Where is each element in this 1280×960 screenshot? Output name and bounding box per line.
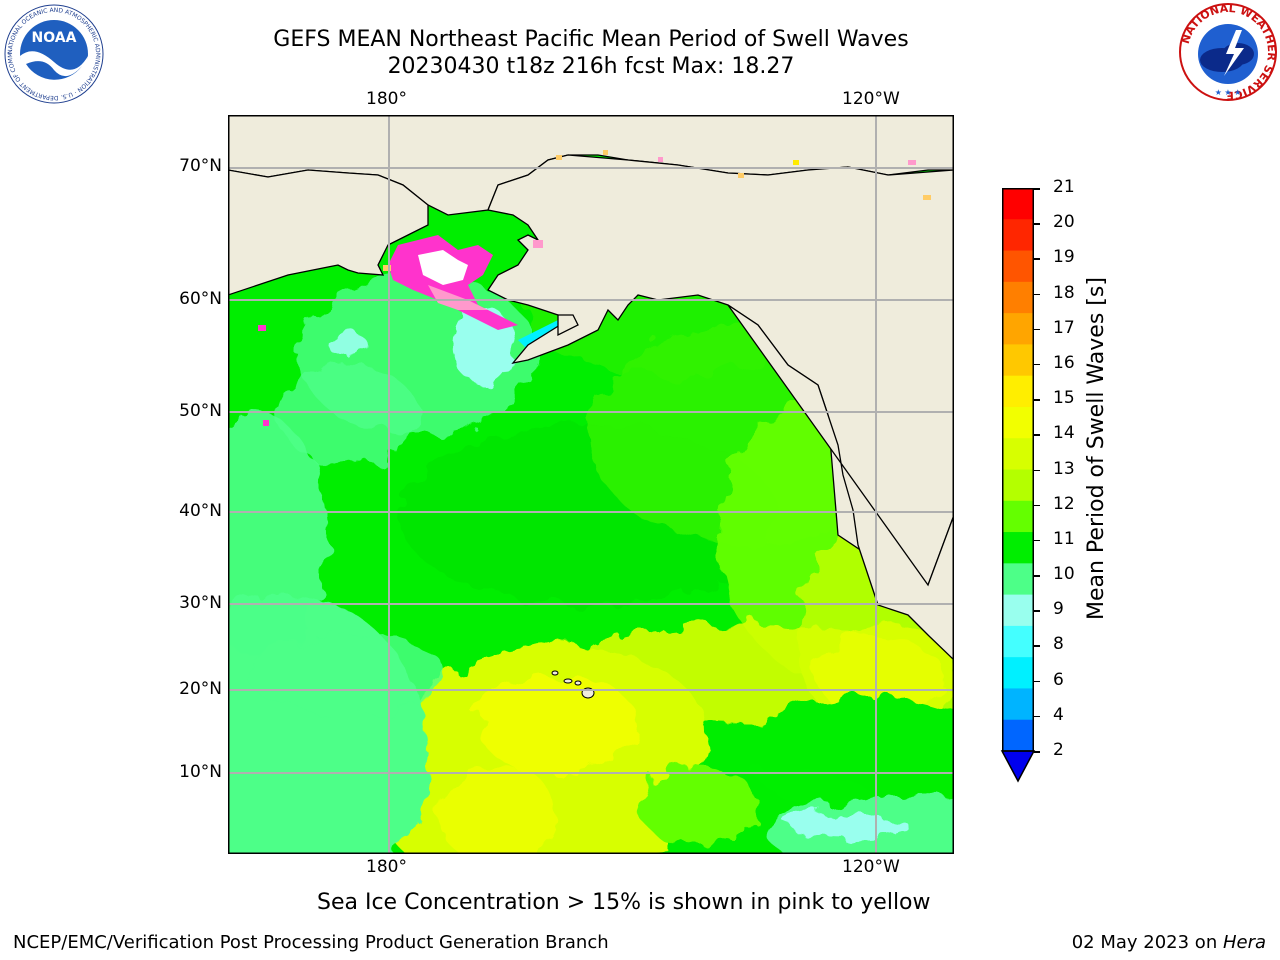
- sea-ice-note: Sea Ice Concentration > 15% is shown in …: [317, 890, 931, 915]
- lon-label-bottom-180: 180°: [366, 857, 407, 877]
- lat-label-40n: 40°N: [179, 501, 222, 521]
- lon-label-top-120w: 120°W: [842, 89, 900, 109]
- lat-label-70n: 70°N: [179, 156, 222, 176]
- colorbar-tick-mark: [1034, 328, 1040, 331]
- colorbar-label-wrap: Mean Period of Swell Waves [s]: [947, 277, 1247, 620]
- colorbar-tick-label: 11: [1053, 528, 1075, 549]
- colorbar-band: [1002, 344, 1034, 377]
- colorbar-tick-label: 14: [1053, 423, 1075, 444]
- colorbar-tick-label: 10: [1053, 564, 1075, 585]
- lat-label-20n: 20°N: [179, 679, 222, 699]
- colorbar-tick-label: 4: [1053, 704, 1064, 725]
- colorbar-tick-label: 17: [1053, 317, 1075, 338]
- colorbar-band: [1002, 281, 1034, 314]
- colorbar: [1000, 188, 1036, 783]
- lon-label-top-180: 180°: [366, 89, 407, 109]
- lat-label-50n: 50°N: [179, 401, 222, 421]
- colorbar-band: [1002, 219, 1034, 252]
- colorbar-tick-mark: [1034, 469, 1040, 471]
- colorbar-tick-mark: [1034, 258, 1040, 260]
- colorbar-tick-label: 2: [1053, 740, 1064, 760]
- land-masses: [228, 115, 954, 661]
- colorbar-band: [1002, 657, 1034, 689]
- nws-logo: NATIONAL WEATHER SERVICE ★ ★ ★: [1178, 2, 1278, 102]
- colorbar-label: Mean Period of Swell Waves [s]: [1084, 277, 1109, 620]
- footer-date: 02 May 2023 on Hera: [1072, 932, 1266, 953]
- colorbar-tick-mark: [1034, 645, 1040, 647]
- lat-label-60n: 60°N: [179, 289, 222, 309]
- colorbar-tick-label: 18: [1053, 282, 1075, 303]
- colorbar-tick-mark: [1034, 434, 1040, 436]
- footer-credit: NCEP/EMC/Verification Post Processing Pr…: [13, 932, 609, 953]
- colorbar-tick-label: 19: [1053, 247, 1075, 268]
- colorbar-band: [1002, 563, 1034, 596]
- colorbar-band: [1002, 719, 1034, 752]
- colorbar-ticks: 21 20 19 18 17 16 15 14 13 12 11 10 9 8 6 4 2: [1034, 0, 1090, 960]
- colorbar-tick-label: 6: [1053, 669, 1064, 690]
- colorbar-tick-mark: [1034, 504, 1040, 507]
- svg-text:NOAA: NOAA: [32, 30, 77, 46]
- colorbar-tick-mark: [1034, 188, 1040, 190]
- colorbar-band: [1002, 313, 1034, 345]
- graticule: [228, 115, 954, 854]
- colorbar-band: [1002, 688, 1034, 721]
- colorbar-band: [1002, 438, 1034, 470]
- colorbar-tick-label: 12: [1053, 493, 1075, 514]
- colorbar-band: [1002, 375, 1034, 408]
- noaa-logo: NATIONAL OCEANIC AND ATMOSPHERIC ADMINIS…: [2, 0, 104, 104]
- colorbar-tick-mark: [1034, 715, 1040, 718]
- colorbar-tick-mark: [1034, 399, 1040, 401]
- colorbar-tick-mark: [1034, 223, 1040, 225]
- colorbar-band: [1002, 594, 1034, 627]
- colorbar-tick-label: 13: [1053, 458, 1075, 479]
- colorbar-band: [1002, 188, 1034, 220]
- colorbar-tick-mark: [1034, 363, 1040, 366]
- colorbar-band: [1002, 532, 1034, 564]
- colorbar-frame: [1002, 188, 1034, 752]
- lat-label-30n: 30°N: [179, 593, 222, 613]
- colorbar-tick-mark: [1034, 610, 1040, 612]
- colorbar-tick-label: 21: [1053, 177, 1075, 197]
- colorbar-tick-label: 9: [1053, 599, 1064, 620]
- map-panel: [228, 115, 954, 854]
- colorbar-tick-label: 8: [1053, 634, 1064, 655]
- colorbar-tick-label: 20: [1053, 212, 1075, 233]
- colorbar-tick-mark: [1034, 293, 1040, 296]
- colorbar-tick-mark: [1034, 575, 1040, 577]
- colorbar-band: [1002, 406, 1034, 439]
- colorbar-tick-mark: [1034, 539, 1040, 542]
- map-title: GEFS MEAN Northeast Pacific Mean Period …: [273, 27, 909, 52]
- colorbar-extend-arrow: [1000, 750, 1036, 783]
- sea-ice: [258, 150, 931, 426]
- colorbar-band: [1002, 469, 1034, 502]
- colorbar-tick-mark: [1034, 751, 1040, 753]
- colorbar-tick-mark: [1034, 680, 1040, 683]
- footer-date-text: 02 May 2023 on: [1071, 932, 1223, 953]
- colorbar-tick-label: 15: [1053, 388, 1075, 409]
- colorbar-band: [1002, 625, 1034, 658]
- colorbar-band: [1002, 500, 1034, 533]
- colorbar-band: [1002, 250, 1034, 283]
- footer-machine: Hera: [1222, 932, 1266, 953]
- colorbar-tick-label: 16: [1053, 352, 1075, 373]
- lat-label-10n: 10°N: [179, 762, 222, 782]
- map-subtitle: 20230430 t18z 216h fcst Max: 18.27: [387, 54, 795, 79]
- svg-text:★ ★ ★: ★ ★ ★: [1215, 88, 1242, 97]
- lon-label-bottom-120w: 120°W: [842, 857, 900, 877]
